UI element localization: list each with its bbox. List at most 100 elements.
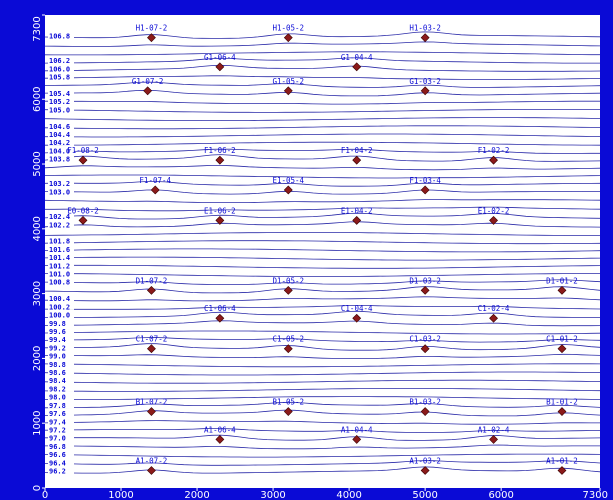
- contour-label-bg: [48, 89, 74, 97]
- contour-line: [44, 174, 601, 179]
- contour-label: 101.0: [49, 271, 70, 279]
- contour-label: 101.2: [49, 262, 70, 270]
- contour-label-bg: [48, 261, 74, 269]
- contour-line: [44, 81, 601, 88]
- contour-line: [44, 117, 601, 121]
- contour-label: 100.0: [49, 312, 70, 320]
- contour-label: 98.0: [49, 394, 66, 402]
- contour-line: [44, 330, 601, 335]
- survey-point-marker: [147, 344, 156, 354]
- contour-line: [45, 310, 600, 318]
- contour-label: 97.8: [49, 402, 66, 410]
- contour-label-bg: [48, 393, 74, 401]
- survey-point-label: E1-02-2: [478, 206, 510, 215]
- x-tick-label: 2000: [184, 490, 209, 500]
- contour-line: [45, 89, 601, 97]
- contour-line: [44, 154, 601, 162]
- contour-line: [44, 363, 601, 368]
- contour-label: 96.2: [49, 468, 66, 476]
- contour-line: [44, 304, 601, 310]
- contour-label-bg: [48, 64, 74, 72]
- contour-line: [44, 165, 601, 171]
- survey-point-marker: [352, 62, 362, 72]
- contour-line: [45, 396, 601, 400]
- x-tick-label: 5000: [412, 490, 437, 500]
- contour-label-bg: [48, 220, 74, 228]
- contour-line: [44, 133, 601, 138]
- survey-point-label: G1-03-2: [409, 77, 441, 86]
- contour-label: 106.0: [49, 65, 70, 73]
- contour-label: 104.4: [49, 131, 70, 139]
- contour-label-bg: [48, 187, 74, 195]
- contour-label: 104.6: [49, 123, 70, 131]
- survey-point-marker: [147, 407, 156, 416]
- y-tick-label: 4000: [32, 216, 43, 241]
- contour-label-bg: [48, 376, 74, 384]
- contour-label: 106.2: [49, 57, 70, 65]
- survey-point-marker: [143, 86, 153, 96]
- contour-label: 98.8: [49, 361, 66, 369]
- contour-label: 100.2: [49, 303, 70, 311]
- contour-label-bg: [48, 343, 74, 351]
- contour-label: 98.2: [49, 385, 66, 393]
- survey-point-label: C1-05-2: [272, 335, 304, 344]
- x-axis: 0 1000 2000 3000 4000 5000 6000 7300: [42, 488, 608, 500]
- contour-label-bg: [48, 360, 74, 368]
- survey-point-label: D1-01-2: [546, 276, 578, 285]
- contour-label-bg: [48, 56, 74, 64]
- contour-label: 99.4: [49, 336, 66, 344]
- survey-point-marker: [557, 344, 567, 354]
- survey-point-label: E0-08-2: [67, 206, 99, 215]
- contour-line: [44, 296, 601, 302]
- survey-point-label: E1-04-2: [341, 206, 373, 215]
- survey-point-label: F1-04-2: [341, 146, 373, 155]
- survey-point-label: F1-02-2: [478, 146, 510, 155]
- survey-point-label: E1-06-2: [204, 206, 236, 215]
- contour-line: [44, 343, 601, 351]
- y-tick-label: 7300: [32, 16, 43, 41]
- contour-label: 97.6: [49, 410, 66, 418]
- survey-point-marker: [557, 466, 567, 475]
- contour-label-bg: [48, 327, 74, 335]
- contour-line: [45, 434, 601, 441]
- contour-label-bg: [48, 237, 74, 245]
- contour-line: [44, 148, 600, 154]
- contour-label-bg: [48, 352, 74, 360]
- y-tick-label: 6000: [32, 87, 43, 112]
- contour-line: [45, 100, 600, 105]
- contour-label-bg: [48, 302, 74, 310]
- contour-label: 96.6: [49, 451, 66, 459]
- survey-point-marker: [283, 185, 293, 195]
- survey-point-label: B1-03-2: [409, 398, 441, 407]
- x-tick-label: 0: [42, 490, 48, 500]
- y-tick-label: 1000: [32, 410, 43, 435]
- contour-line: [45, 189, 600, 195]
- survey-point-label: B1-01-2: [546, 398, 578, 407]
- survey-point-marker: [215, 434, 225, 444]
- survey-point-marker: [420, 344, 430, 354]
- contour-label-bg: [48, 425, 74, 433]
- contour-line: [44, 109, 601, 113]
- survey-point-label: C1-07-2: [136, 335, 168, 344]
- contour-label: 102.2: [49, 221, 70, 229]
- contour-label: 104.0: [49, 147, 70, 155]
- survey-point-label: B1-05-2: [272, 398, 304, 407]
- contour-label-bg: [48, 32, 74, 39]
- contour-label-bg: [48, 409, 74, 417]
- survey-point-label: E1-05-4: [272, 176, 304, 185]
- contour-line: [44, 388, 601, 392]
- contour-label-bg: [48, 319, 74, 327]
- contour-line: [44, 221, 601, 228]
- survey-point-label: G1-05-2: [272, 77, 304, 86]
- contour-label-bg: [48, 179, 74, 187]
- survey-point-marker: [147, 33, 156, 43]
- contour-line: [44, 75, 601, 80]
- x-tick-label: 6000: [488, 490, 513, 500]
- survey-point-marker: [215, 215, 225, 225]
- survey-point-marker: [420, 285, 430, 295]
- contour-line: [44, 264, 601, 269]
- survey-point-marker: [283, 86, 293, 96]
- survey-point-marker: [352, 313, 362, 323]
